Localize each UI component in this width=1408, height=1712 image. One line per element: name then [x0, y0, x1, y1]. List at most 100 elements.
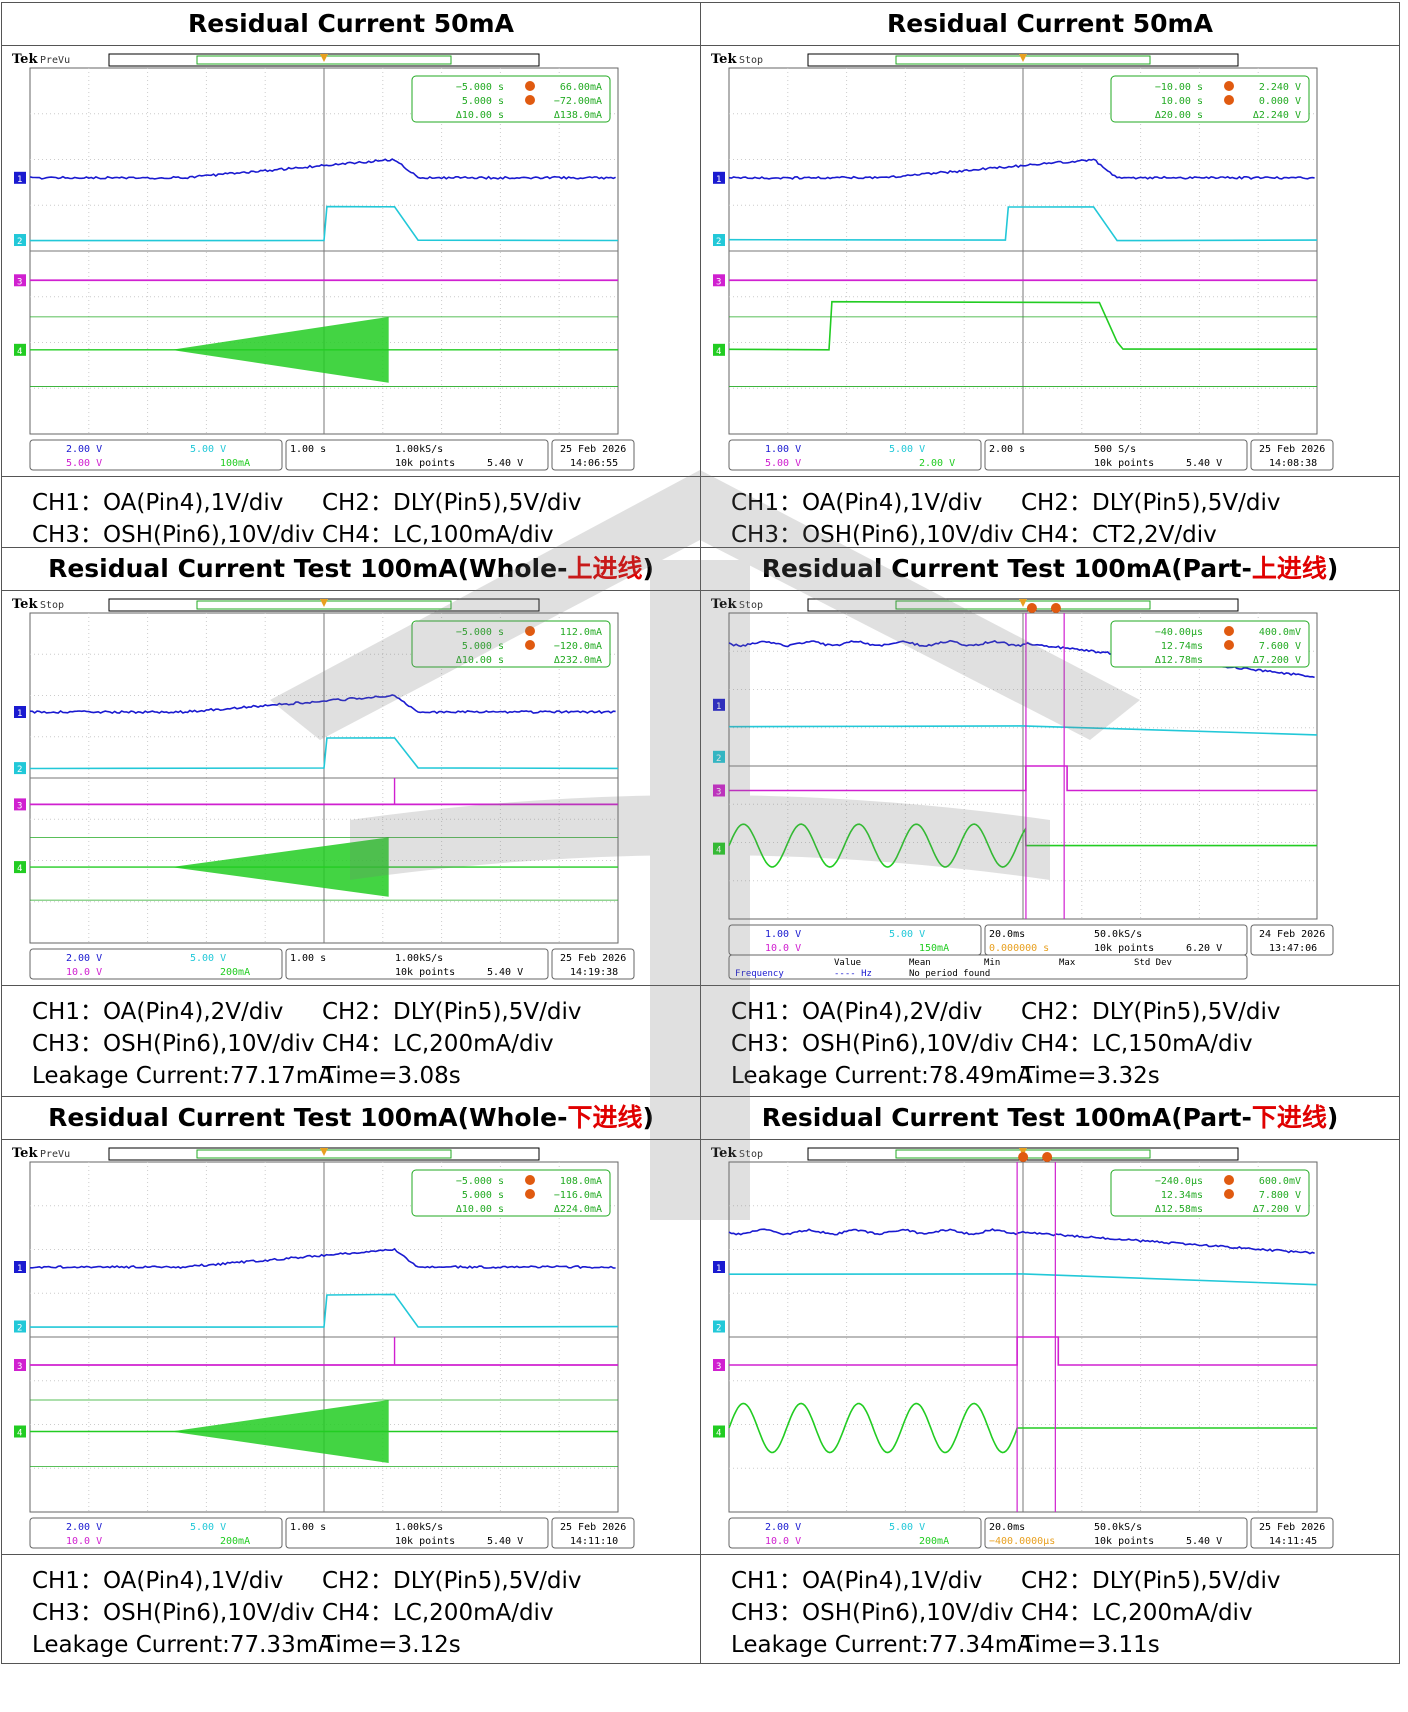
- cursor-a-marker: [1027, 603, 1037, 613]
- channel-notes: CH1：OA(Pin4),2V/div CH2：DLY(Pin5),5V/div C…: [701, 986, 1399, 1096]
- note-row: CH3：OSH(Pin6),10V/div CH4：LC,150mA/div: [731, 1028, 1399, 1060]
- cursor-time-readout: −240.0μs: [1155, 1176, 1203, 1187]
- cursor-value-readout: 66.00mA: [560, 82, 602, 93]
- note-text: Time=3.12s: [322, 1632, 461, 1658]
- cursor-value-readout: 0.000 V: [1259, 96, 1301, 107]
- scope-cell-2: Tek Stop 1 2 3 4 −10.00 s 10.00 s Δ20.00 s 2.240 …: [701, 46, 1400, 477]
- ch3-scale: 10.0 V: [765, 1536, 801, 1547]
- trigger-position: 0.000000 s: [989, 943, 1049, 954]
- acquisition-state: PreVu: [40, 55, 70, 66]
- timebase: 1.00 s: [290, 1522, 326, 1533]
- ch2-scale: 5.00 V: [190, 444, 226, 455]
- ch2-scale: 5.00 V: [889, 929, 925, 940]
- note-row: CH1：OA(Pin4),2V/div CH2：DLY(Pin5),5V/div: [32, 996, 700, 1028]
- channel-notes: CH1：OA(Pin4),1V/div CH2：DLY(Pin5),5V/div C…: [2, 477, 700, 547]
- scope-display: Tek PreVu1234−5.000 s5.000 sΔ10.00 s108.0…: [2, 1140, 700, 1554]
- note-row: Leakage Current:77.34mATime=3.11s: [731, 1629, 1399, 1661]
- timebase: 1.00 s: [290, 953, 326, 964]
- note-row: CH1：OA(Pin4),2V/div CH2：DLY(Pin5),5V/div: [731, 996, 1399, 1028]
- note-row: CH3：OSH(Pin6),10V/div CH4：LC,100mA/div: [32, 519, 700, 551]
- panel-title-1: Residual Current 50mA: [2, 3, 701, 46]
- note-row: CH3：OSH(Pin6),10V/div CH4：CT2,2V/div: [731, 519, 1399, 551]
- cursor-time-readout: 12.34ms: [1161, 1190, 1203, 1201]
- ch2-scale: 5.00 V: [190, 953, 226, 964]
- ch4-number: 4: [716, 347, 721, 357]
- note-text: Time=3.32s: [1021, 1063, 1160, 1089]
- scope-cell-3: Tek Stop 1 2 3 4 −5.000 s 5.000 s Δ10.00 s 112.0m…: [2, 591, 701, 986]
- note-row: Leakage Current:78.49mATime=3.32s: [731, 1060, 1399, 1092]
- cursor-time-readout: Δ10.00 s: [456, 110, 504, 121]
- ch3-number: 3: [17, 277, 22, 287]
- time: 14:11:45: [1269, 1536, 1317, 1547]
- cursor-value-readout: Δ7.200 V: [1253, 1204, 1301, 1215]
- time: 13:47:06: [1269, 943, 1317, 954]
- channel-notes: CH1：OA(Pin4),1V/div CH2：DLY(Pin5),5V/div C…: [701, 1555, 1399, 1663]
- cursor-value-readout: −120.0mA: [554, 641, 602, 652]
- ch1-scale: 1.00 V: [765, 444, 801, 455]
- cursor-value-readout: Δ224.0mA: [554, 1204, 602, 1215]
- cursor-value-readout: −72.00mA: [554, 96, 602, 107]
- note-text: CH1：OA(Pin4),1V/div: [32, 1565, 322, 1597]
- ch1-scale: 2.00 V: [66, 953, 102, 964]
- ch2-number: 2: [17, 1324, 22, 1334]
- measurement-header: Value: [834, 958, 861, 968]
- notes-cell-5: CH1：OA(Pin4),1V/div CH2：DLY(Pin5),5V/div C…: [2, 1555, 701, 1664]
- tek-logo: Tek: [711, 1146, 737, 1161]
- cursor-time-readout: 5.000 s: [462, 96, 504, 107]
- record-length: 10k points: [395, 967, 455, 978]
- note-row: CH3：OSH(Pin6),10V/div CH4：LC,200mA/div: [731, 1597, 1399, 1629]
- sample-rate: 50.0kS/s: [1094, 1522, 1142, 1533]
- note-text: CH4：LC,100mA/div: [322, 522, 554, 548]
- ch4-number: 4: [17, 864, 22, 874]
- note-text: CH3：OSH(Pin6),10V/div: [731, 1597, 1021, 1629]
- note-row: CH1：OA(Pin4),1V/div CH2：DLY(Pin5),5V/div: [32, 487, 700, 519]
- tek-logo: Tek: [711, 52, 737, 67]
- ch2-scale: 5.00 V: [190, 1522, 226, 1533]
- note-text: Leakage Current:77.34mA: [731, 1629, 1021, 1661]
- note-row: CH1：OA(Pin4),1V/div CH2：DLY(Pin5),5V/div: [731, 1565, 1399, 1597]
- note-text: CH2：DLY(Pin5),5V/div: [1021, 999, 1280, 1025]
- panel-title-4: Residual Current Test 100mA(Part-上进线): [701, 548, 1400, 591]
- cursor-a-icon: [1224, 81, 1234, 91]
- ch4-scale: 100mA: [220, 458, 250, 469]
- tek-logo: Tek: [711, 597, 737, 612]
- measurement-header: Min: [984, 958, 1000, 968]
- trigger-level: 5.40 V: [1186, 1536, 1222, 1547]
- time: 14:11:10: [570, 1536, 618, 1547]
- panel-title-3: Residual Current Test 100mA(Whole-上进线): [2, 548, 701, 591]
- oscilloscope-screenshot: Tek PreVu 1 2 3 4 −5.000 s 5.000 s Δ10.00 s 66.00…: [2, 46, 700, 476]
- panel-title-5: Residual Current Test 100mA(Whole-下进线): [2, 1097, 701, 1140]
- scope-cell-5: Tek PreVu 1 2 3 4 −5.000 s 5.000 s Δ10.00 s 108.0…: [2, 1140, 701, 1555]
- trigger-position: −400.0000μs: [989, 1536, 1055, 1547]
- timebase: 2.00 s: [989, 444, 1025, 455]
- cursor-a-icon: [525, 626, 535, 636]
- acquisition-state: Stop: [739, 600, 763, 611]
- sample-rate: 50.0kS/s: [1094, 929, 1142, 940]
- cursor-a-marker: [1018, 1152, 1028, 1162]
- oscilloscope-screenshot: Tek Stop 1 2 3 4 −240.0μs 12.34ms Δ12.58ms 600.0m…: [701, 1140, 1399, 1554]
- measurement-label: Frequency: [735, 969, 784, 979]
- timebase: 20.0ms: [989, 929, 1025, 940]
- cursor-value-readout: 108.0mA: [560, 1176, 602, 1187]
- note-text: Leakage Current:77.33mA: [32, 1629, 322, 1661]
- ch3-scale: 5.00 V: [765, 458, 801, 469]
- notes-cell-2: CH1：OA(Pin4),1V/div CH2：DLY(Pin5),5V/div C…: [701, 477, 1400, 548]
- cursor-time-readout: 10.00 s: [1161, 96, 1203, 107]
- acquisition-state: PreVu: [40, 1149, 70, 1160]
- ch3-scale: 10.0 V: [66, 1536, 102, 1547]
- note-text: CH4：LC,150mA/div: [1021, 1031, 1253, 1057]
- cursor-value-readout: 7.800 V: [1259, 1190, 1301, 1201]
- ch2-scale: 5.00 V: [889, 1522, 925, 1533]
- measurement-value: ---- Hz: [834, 969, 872, 979]
- cursor-b-icon: [525, 640, 535, 650]
- scope-display: Tek PreVu 1 2 3 4 −5.000 s 5.000 s Δ10.00 s 66.00…: [2, 46, 700, 476]
- date: 25 Feb 2026: [560, 953, 626, 964]
- cursor-time-readout: Δ10.00 s: [456, 655, 504, 666]
- ch3-number: 3: [17, 1362, 22, 1372]
- tek-logo: Tek: [12, 1146, 38, 1161]
- note-text: CH1：OA(Pin4),1V/div: [32, 487, 322, 519]
- ch1-scale: 2.00 V: [765, 1522, 801, 1533]
- cursor-value-readout: 2.240 V: [1259, 82, 1301, 93]
- record-length: 10k points: [395, 1536, 455, 1547]
- notes-cell-3: CH1：OA(Pin4),2V/div CH2：DLY(Pin5),5V/div C…: [2, 986, 701, 1097]
